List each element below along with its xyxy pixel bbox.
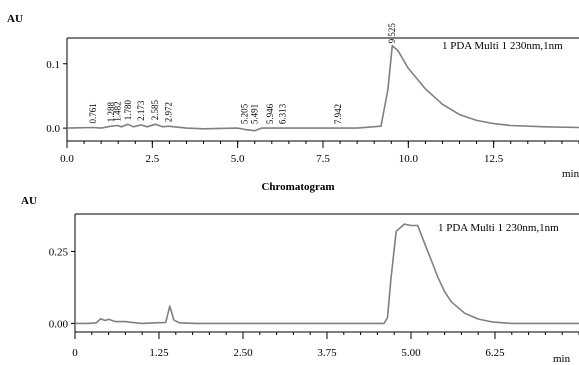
x-tick-label: 0.0 xyxy=(60,153,74,165)
peak-retention-label: 5.946 xyxy=(265,103,275,124)
peak-retention-label: 0.761 xyxy=(88,103,98,123)
y-tick-label: 0.0 xyxy=(46,123,60,135)
x-tick-label: 7.5 xyxy=(316,153,330,165)
legend-series-label: 1 PDA Multi 1 230nm,1nm xyxy=(438,222,559,234)
chromatogram-caption: Chromatogram xyxy=(261,181,334,193)
y-tick-label: 0.25 xyxy=(49,246,69,258)
x-tick-label: 5.00 xyxy=(401,347,421,359)
x-tick-label: 6.25 xyxy=(485,347,505,359)
y-axis-label: AU xyxy=(7,13,23,25)
peak-retention-label: 2.173 xyxy=(136,100,146,121)
peak-retention-label: 5.491 xyxy=(249,104,259,124)
y-tick-label: 0.00 xyxy=(49,318,69,330)
chart-panel-top: AU min 1 PDA Multi 1 230nm,1nm 0.0 0.1 0.0… xyxy=(7,13,579,180)
y-axis-label: AU xyxy=(21,195,37,207)
peak-retention-label: 1.482 xyxy=(113,101,123,121)
peak-retention-label: 6.313 xyxy=(278,103,288,124)
peak-retention-label: 1.780 xyxy=(123,100,133,121)
series-line xyxy=(75,223,579,325)
x-tick-label: 2.5 xyxy=(145,153,159,165)
x-tick-label: 10.0 xyxy=(399,153,419,165)
chart-panel-bottom: AU min 1 PDA Multi 1 230nm,1nm 0.00 0.25 0… xyxy=(21,195,579,365)
peak-retention-label: 9.525 xyxy=(387,23,397,44)
x-tick-label: 0 xyxy=(72,347,78,359)
x-tick-label: 2.50 xyxy=(233,347,253,359)
x-axis-label: min xyxy=(553,353,571,365)
peak-retention-label: 2.972 xyxy=(163,102,173,122)
x-tick-label: 3.75 xyxy=(317,347,337,359)
x-tick-label: 12.5 xyxy=(484,153,504,165)
series-line xyxy=(66,44,579,132)
peak-retention-label: 1.288 xyxy=(106,101,116,122)
x-tick-label: 1.25 xyxy=(149,347,169,359)
peak-retention-label: 5.205 xyxy=(240,103,250,124)
legend-series-label: 1 PDA Multi 1 230nm,1nm xyxy=(442,40,563,52)
y-tick-label: 0.1 xyxy=(46,59,60,71)
x-axis-label: min xyxy=(562,168,579,180)
x-tick-label: 5.0 xyxy=(231,153,245,165)
peak-retention-label: 2.585 xyxy=(150,100,160,121)
peak-retention-label: 7.942 xyxy=(333,104,343,124)
